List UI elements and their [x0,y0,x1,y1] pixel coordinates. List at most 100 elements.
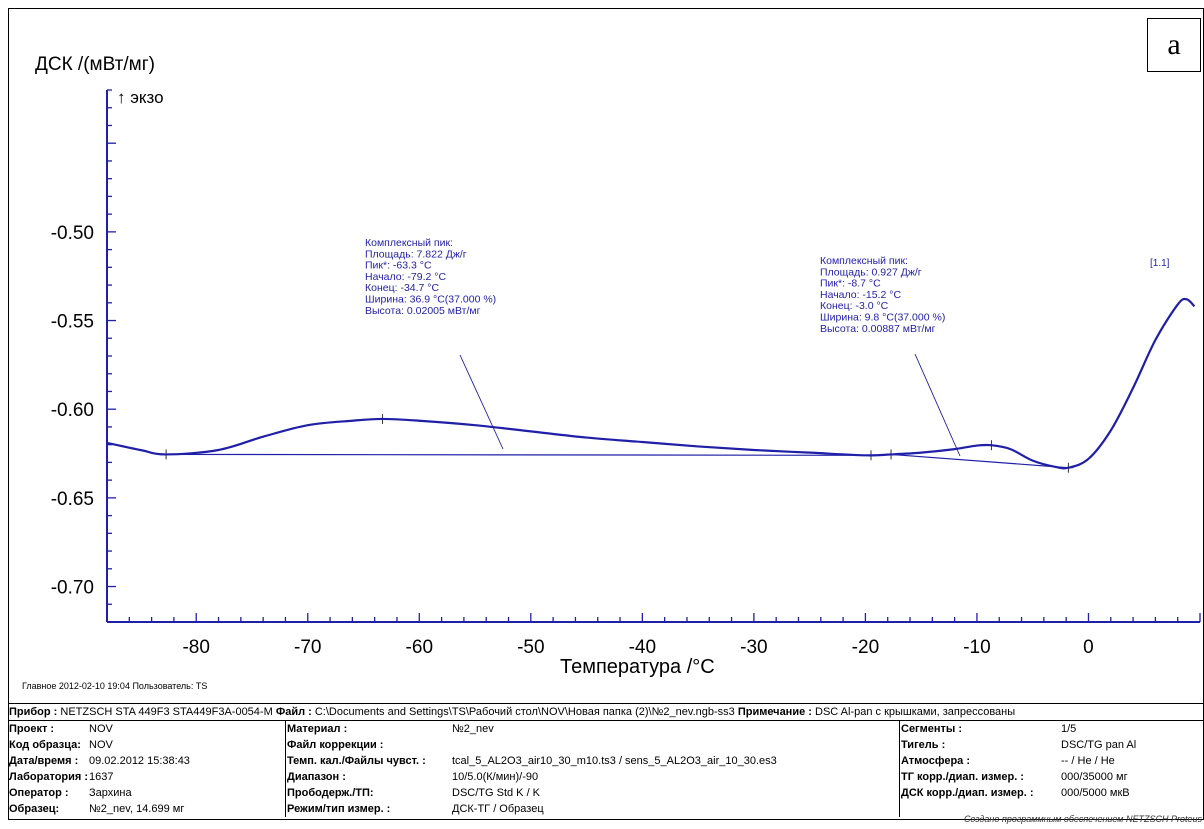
info-row-label: ТГ корр./диап. измер. : [901,771,1024,783]
info-row: Темп. кал./Файлы чувст. : tcal_5_AL2O3_ai… [286,753,899,769]
info-row-value: ДСК-ТГ / Образец [452,803,544,815]
info-row-value: 10/5.0(К/мин)/-90 [452,771,539,783]
info-columns: Проект : NOV Код образца: NOV Дата/время : 09… [8,721,1204,817]
peak-annotations: Комплексный пик:Площадь: 7.822 Дж/гПик*:… [365,237,961,457]
info-row: ТГ корр./диап. измер. : 000/35000 мг [900,769,1204,785]
info-row-label: Материал : [287,723,348,735]
peak-annotation-line: Ширина: 9.8 °C(37.000 %) [820,312,945,324]
device-label: Прибор : [9,706,58,718]
peak-annotation-line: Пик*: -63.3 °C [365,260,432,272]
peak-baseline [166,453,871,456]
series-lines [106,297,1196,470]
info-row-label: Режим/тип измер. : [287,803,391,815]
peak-integration-hatch [161,413,1074,473]
peak-annotation-line: Комплексный пик: [820,255,908,267]
info-row-value: DSC/TG pan Al [1061,739,1137,751]
info-column-2: Материал : №2_nev Файл коррекции : Темп. ка… [286,721,900,817]
info-row-label: Прободерж./ТП: [287,787,374,799]
annotation-leader-line [914,353,961,457]
info-row: ДСК корр./диап. измер. : 000/5000 мкВ [900,785,1204,801]
info-row: Тигель : DSC/TG pan Al [900,737,1204,753]
y-tick-label: -0.70 [51,578,94,599]
info-row: Сегменты : 1/5 [900,721,1204,737]
peak-annotation-line: Конец: -34.7 °C [365,282,439,294]
info-row-label: Дата/время : [9,755,79,767]
info-row: Режим/тип измер. : ДСК-ТГ / Образец [286,801,899,817]
peak-annotation-line: Площадь: 0.927 Дж/г [820,266,922,278]
x-tick-label: -50 [517,637,544,658]
peak-annotation-2: Комплексный пик:Площадь: 0.927 Дж/гПик*:… [820,255,961,457]
info-row: Код образца: NOV [8,737,285,753]
annotation-leader-line [459,354,504,450]
peak-annotation-line: Пик*: -8.7 °C [820,278,881,290]
peak-baseline [891,453,1069,469]
info-row-value: 09.02.2012 15:38:43 [89,755,190,767]
peak-annotation-line: Высота: 0.02005 мВт/мг [365,305,481,317]
info-row-label: ДСК корр./диап. измер. : [901,787,1034,799]
x-tick-label: 0 [1083,637,1094,658]
file-value: C:\Documents and Settings\TS\Рабочий сто… [314,706,735,718]
info-row-label: Сегменты : [901,723,963,735]
y-tick-label: -0.55 [51,312,94,333]
info-row-label: Лаборатория : [9,771,89,783]
info-row-label: Файл коррекции : [287,739,384,751]
info-row-value: 000/5000 мкВ [1061,787,1130,799]
info-row-label: Проект : [9,723,55,735]
axes-group: -0.50 -0.55 -0.60 -0.65 -0.70 -80 -70 -60 -50 -40… [51,89,1201,658]
info-header-line: Прибор : NETZSCH STA 449F3 STA449F3A-005… [8,703,1204,721]
x-axis-label: Температура /°C [560,656,715,678]
peak-annotation-line: Начало: -79.2 °C [365,271,446,283]
device-value: NETZSCH STA 449F3 STA449F3A-0054-M [60,706,273,718]
info-row-value: №2_nev [452,723,494,735]
info-row-value: №2_nev, 14.699 мг [89,803,185,815]
peak-annotation-line: Высота: 0.00887 мВт/мг [820,323,936,335]
info-row-label: Оператор : [9,787,69,799]
exo-direction-label: ↑ экзо [117,88,164,107]
footer-meta: Главное 2012-02-10 19:04 Пользователь: T… [22,681,208,691]
file-label: Файл : [275,706,312,718]
info-row-label: Темп. кал./Файлы чувст. : [287,755,426,767]
info-row-value: 1637 [89,771,114,783]
peak-annotation-line: Комплексный пик: [365,237,453,249]
panel-letter: a [1147,18,1201,72]
peak-annotation-line: Ширина: 36.9 °C(37.000 %) [365,294,496,306]
peak-annotation-line: Начало: -15.2 °C [820,289,901,301]
info-row: Дата/время : 09.02.2012 15:38:43 [8,753,285,769]
y-axis-label: ДСК /(мВт/мг) [35,54,155,75]
info-row-value: DSC/TG Std K / K [452,787,541,799]
info-row-label: Атмосфера : [901,755,971,767]
info-row-value: NOV [89,739,113,751]
x-tick-label: -20 [852,637,879,658]
info-row: Диапазон : 10/5.0(К/мин)/-90 [286,769,899,785]
note-value: DSC Al-pan с крышками, запрессованы [815,706,1016,718]
info-row: Лаборатория :1637 [8,769,285,785]
peak-annotation-line: Конец: -3.0 °C [820,300,889,312]
info-row: Атмосфера : -- / He / He [900,753,1204,769]
info-row-label: Диапазон : [287,771,346,783]
peak-annotation-line: Площадь: 7.822 Дж/г [365,248,467,260]
info-row-value: 1/5 [1061,723,1077,735]
info-row: Проект : NOV [8,721,285,737]
info-row-value: Зархина [89,787,132,799]
info-row-label: Тигель : [901,739,946,751]
x-tick-label: -70 [294,637,321,658]
info-row-value: 000/35000 мг [1061,771,1128,783]
info-row: Материал : №2_nev [286,721,899,737]
info-row: Образец: №2_nev, 14.699 мг [8,801,285,817]
y-tick-label: -0.50 [51,223,94,244]
peak-annotation-1: Комплексный пик:Площадь: 7.822 Дж/гПик*:… [365,237,504,450]
info-row: Прободерж./ТП: DSC/TG Std K / K [286,785,899,801]
x-tick-label: -60 [406,637,433,658]
note-label: Примечание : [737,706,812,718]
info-row-label: Образец: [9,803,60,815]
x-tick-label: -40 [629,637,656,658]
y-tick-label: -0.60 [51,400,94,421]
dsc-curve [106,297,1196,470]
info-row-value: NOV [89,723,113,735]
software-credit: Создано программным обеспечением NETZSCH… [963,814,1202,824]
y-tick-label: -0.65 [51,489,94,510]
info-column-3: Сегменты : 1/5 Тигель : DSC/TG pan Al Атмосф… [900,721,1204,817]
dsc-chart: ДСК /(мВт/мг) ↑ экзо Температура /°C [1.… [35,54,1201,678]
info-table: Прибор : NETZSCH STA 449F3 STA449F3A-005… [8,703,1204,821]
x-tick-label: -80 [182,637,209,658]
